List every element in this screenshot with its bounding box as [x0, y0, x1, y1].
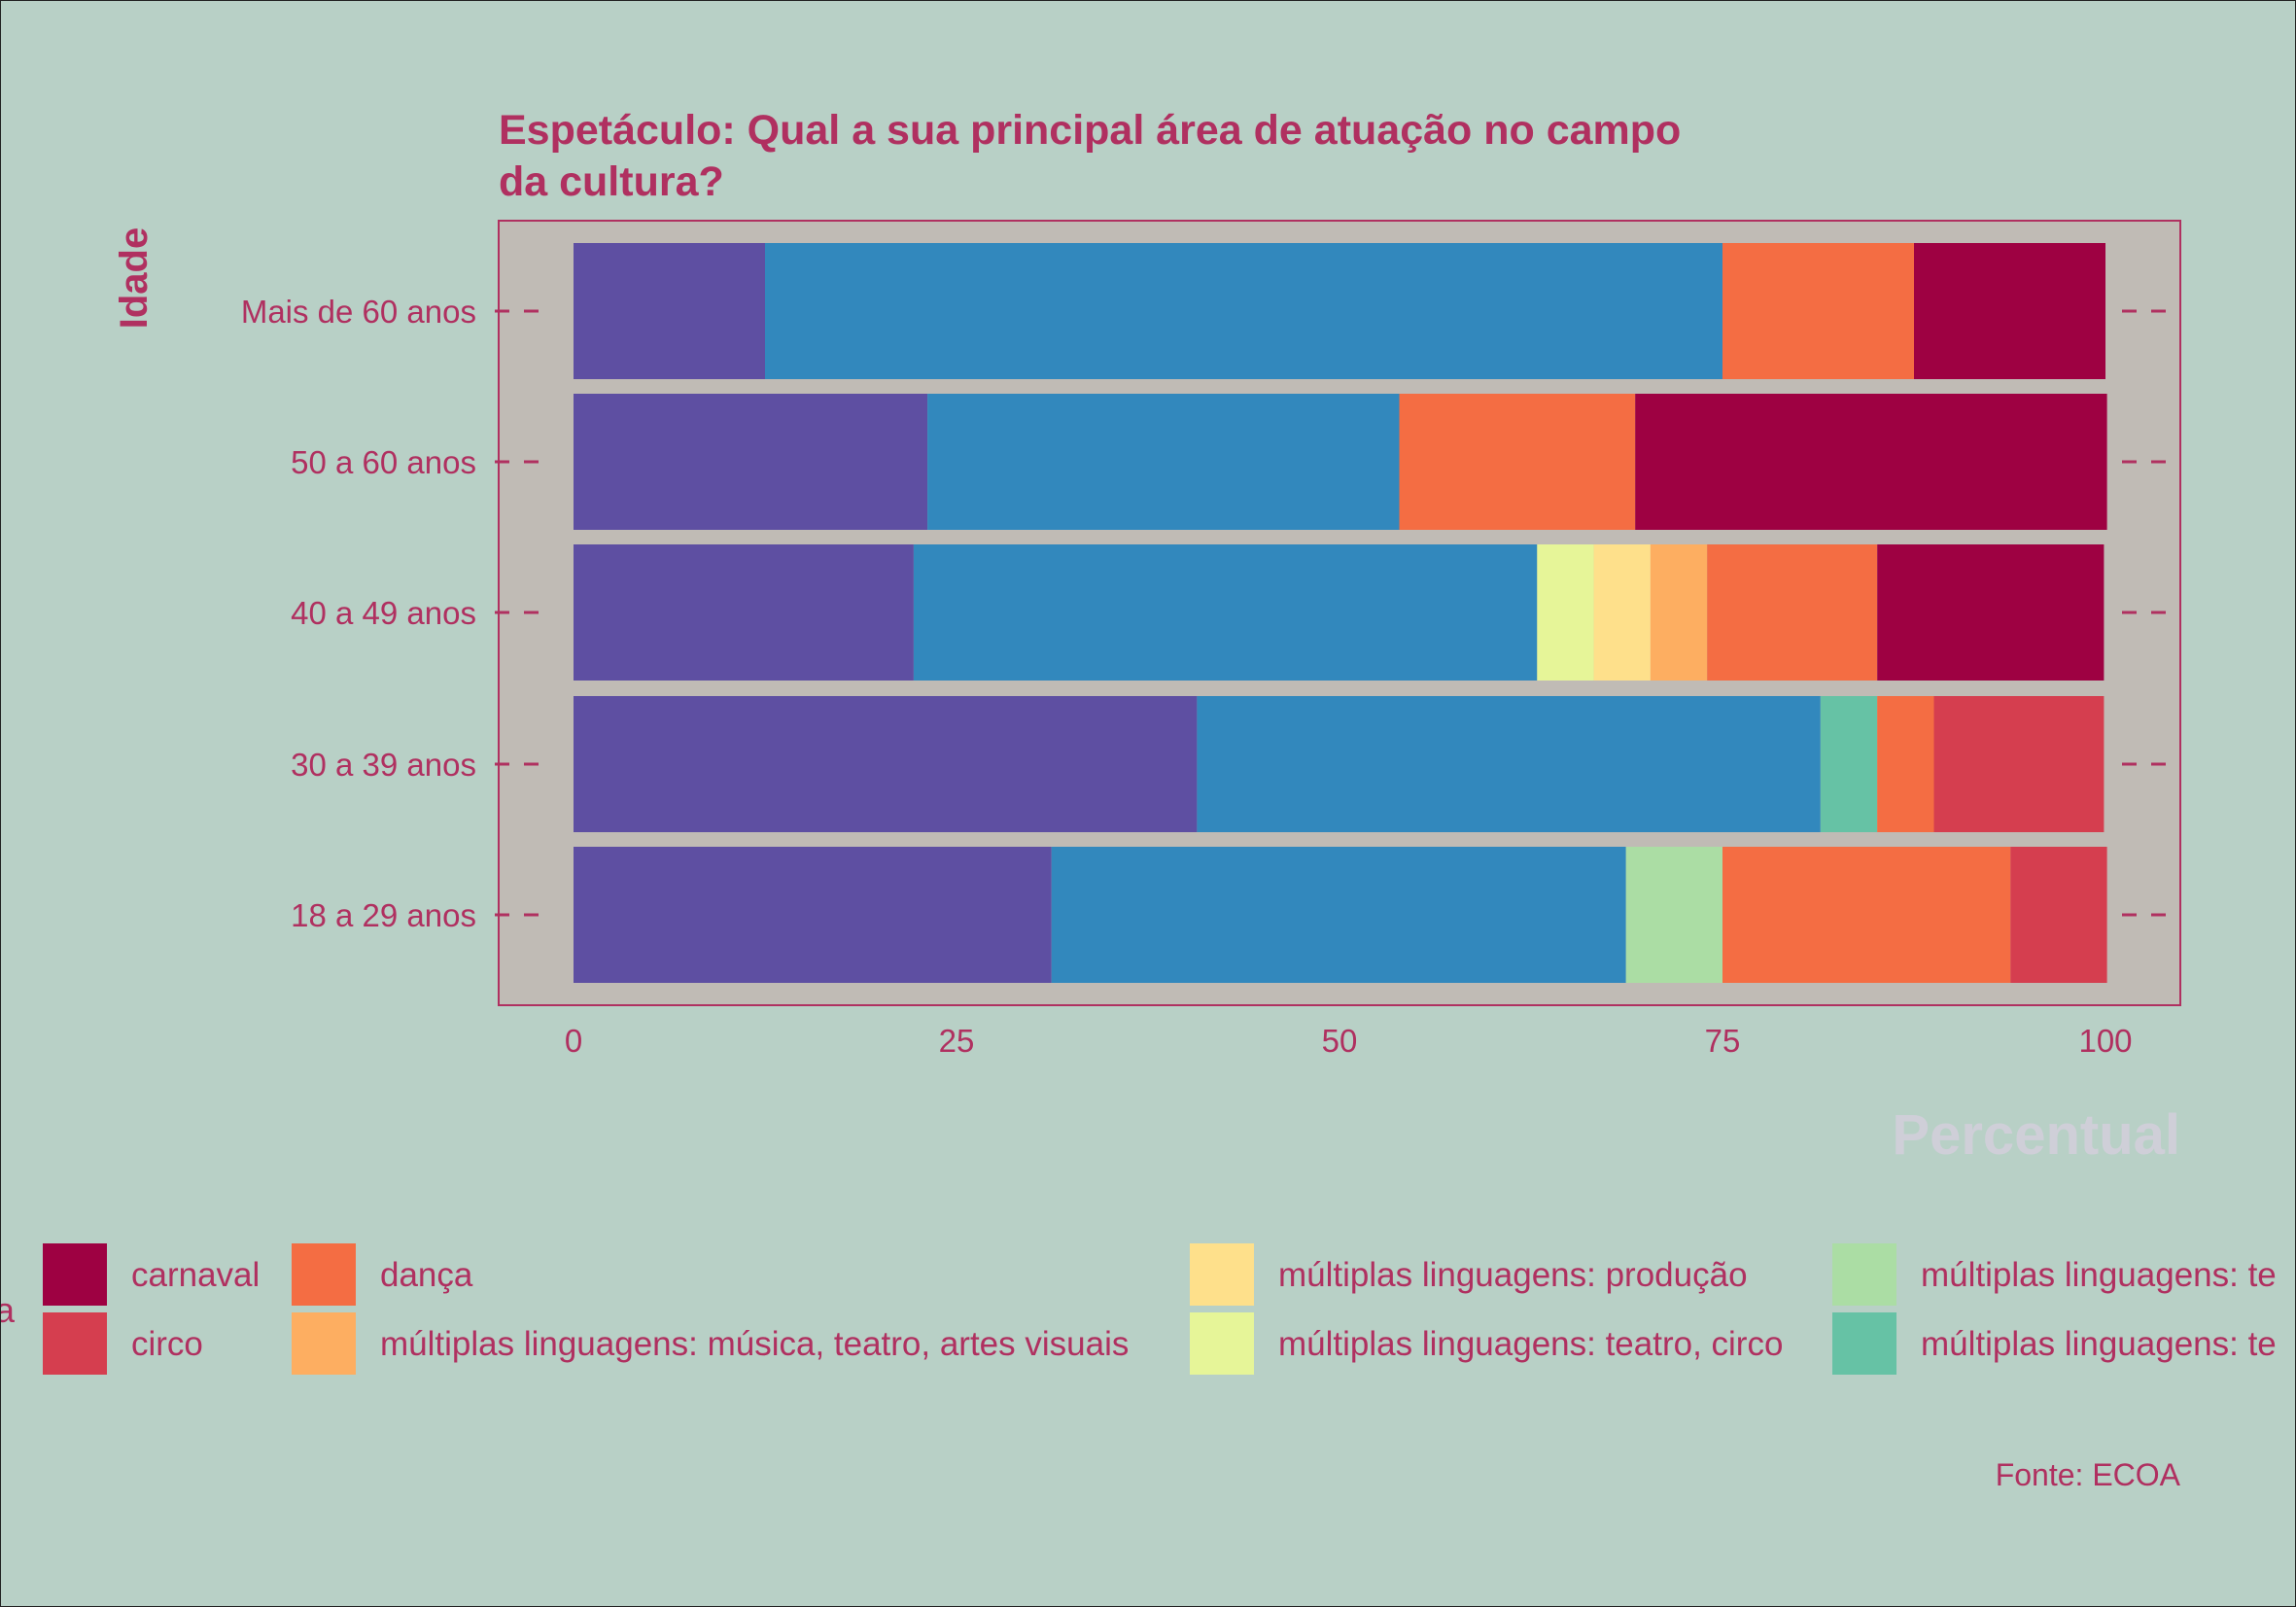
- bar-segment: [1537, 544, 1594, 681]
- legend-label: múltiplas linguagens: produção: [1278, 1256, 1748, 1294]
- y-axis: Mais de 60 anos 50 a 60 anos 40 a 49 anos 3…: [241, 294, 2169, 933]
- legend-label: múltiplas linguagens: teatro, circo: [1278, 1325, 1783, 1363]
- bar-segment: [1877, 696, 1934, 832]
- x-tick-label: 25: [939, 1023, 975, 1059]
- y-tick-label: Mais de 60 anos: [241, 294, 476, 330]
- bar-segment: [927, 394, 1400, 530]
- bar-segment: [2010, 847, 2107, 983]
- legend: carnaval circo dança múltiplas linguagens: …: [43, 1243, 2277, 1375]
- bar-segment: [1197, 696, 1821, 832]
- x-tick-label: 100: [2078, 1023, 2132, 1059]
- x-tick-label: 0: [565, 1023, 582, 1059]
- bar-segment: [1650, 544, 1708, 681]
- chart-title-line-1: Espetáculo: Qual a sua principal área de…: [499, 107, 1681, 154]
- legend-label: múltiplas linguagens: te: [1921, 1325, 2277, 1363]
- bar-segment: [574, 696, 1198, 832]
- legend-key: [1190, 1243, 1254, 1306]
- legend-label: múltiplas linguagens: música, teatro, ar…: [380, 1325, 1129, 1363]
- bar-segment: [574, 394, 928, 530]
- bar-segment: [913, 544, 1538, 681]
- bar-segment: [574, 544, 914, 681]
- bar-segment: [574, 847, 1052, 983]
- legend-key: [1832, 1312, 1896, 1375]
- x-tick-label: 75: [1705, 1023, 1741, 1059]
- bar-segment: [1933, 696, 2105, 832]
- bar-segment: [1820, 696, 1878, 832]
- bar-segment: [1625, 847, 1722, 983]
- x-axis-title: Percentual: [1892, 1103, 2180, 1167]
- legend-key: [43, 1312, 107, 1375]
- bar-segment: [765, 243, 1722, 379]
- bar-segment: [1914, 243, 2105, 379]
- bars-group: [574, 243, 2107, 983]
- y-axis-title: Idade: [113, 227, 156, 329]
- legend-key: [1832, 1243, 1896, 1306]
- legend-key: [1190, 1312, 1254, 1375]
- y-tick-label: 18 a 29 anos: [291, 897, 476, 933]
- y-tick-label: 50 a 60 anos: [291, 444, 476, 480]
- bar-segment: [1635, 394, 2107, 530]
- bar-segment: [1722, 243, 1914, 379]
- bar-segment: [1722, 847, 2011, 983]
- legend-key: [43, 1243, 107, 1306]
- legend-title: a: [1, 1290, 16, 1330]
- chart-caption: Fonte: ECOA: [1996, 1457, 2181, 1492]
- bar-segment: [1593, 544, 1651, 681]
- bar-segment: [1877, 544, 2105, 681]
- y-tick-label: 30 a 39 anos: [291, 747, 476, 783]
- legend-label: circo: [131, 1325, 203, 1363]
- legend-key: [292, 1312, 356, 1375]
- bar-segment: [574, 243, 765, 379]
- bar-segment: [1399, 394, 1636, 530]
- bar-segment: [1051, 847, 1626, 983]
- legend-label: múltiplas linguagens: te: [1921, 1256, 2277, 1294]
- bar-segment: [1707, 544, 1878, 681]
- x-tick-label: 50: [1322, 1023, 1358, 1059]
- x-axis: 0 25 50 75 100: [565, 1023, 2133, 1059]
- legend-label: dança: [380, 1256, 473, 1294]
- legend-key: [292, 1243, 356, 1306]
- legend-label: carnaval: [131, 1256, 260, 1294]
- y-tick-label: 40 a 49 anos: [291, 595, 476, 631]
- chart-title-line-2: da cultura?: [499, 158, 724, 205]
